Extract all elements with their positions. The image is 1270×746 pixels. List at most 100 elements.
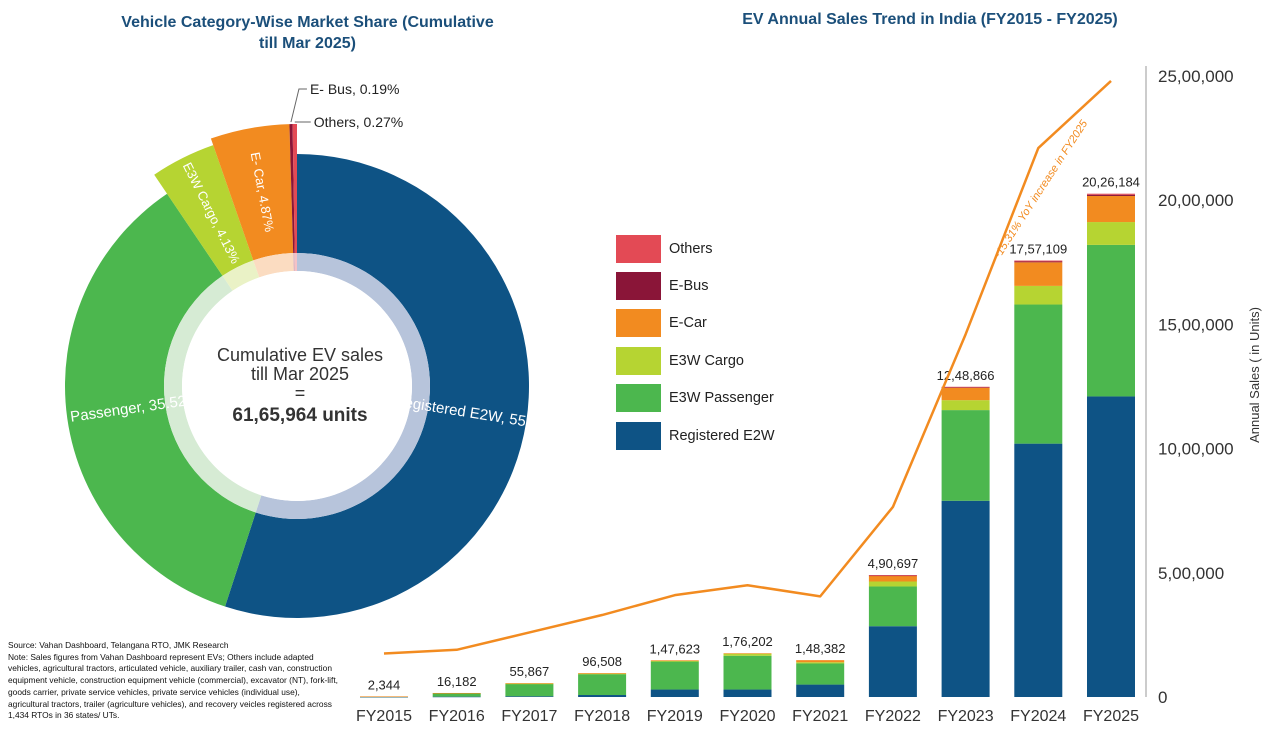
bar-total-label: 96,508 [582,654,622,669]
bar-segment-e-car [1087,195,1135,223]
bar-segment-e3w-passenger [1087,244,1135,397]
y-axis-label: Annual Sales ( in Units) [1247,307,1262,443]
bar-segment-e-car [360,696,408,698]
donut-inner-ring-e-bus [293,253,296,272]
y-tick-label: 25,00,000 [1158,67,1234,86]
bar-segment-others [1087,193,1135,195]
legend-label: E-Bus [669,278,709,295]
bar-segment-e3w-cargo [868,581,917,587]
x-tick-label: FY2016 [429,708,485,725]
y-tick-label: 10,00,000 [1158,440,1234,459]
bar-total-label: 1,48,382 [795,641,846,656]
note-text: Note: Sales figures from Vahan Dashboard… [8,651,339,721]
donut-slice-e-car [210,124,294,261]
bar-segment-e-bus [1014,261,1063,263]
donut-slice-e3w-passenger [64,193,256,607]
center-total-units: 61,65,964 units [232,405,368,426]
bar-segment-registered-e2w [360,696,408,698]
donut-slice-e-bus [289,124,295,254]
legend-swatch [616,421,661,450]
donut-slice-e3w-cargo [154,145,254,276]
bar-segment-e3w-cargo [578,673,627,675]
bar-segment-e-car [796,660,845,663]
source-text: Source: Vahan Dashboard, Telangana RTO, … [8,640,229,650]
legend-item-e-bus: E-Bus [616,267,775,304]
legend-swatch [616,346,661,375]
bar-segment-e-bus [1087,194,1135,196]
x-tick-label: FY2018 [574,708,630,725]
bar-segment-registered-e2w [505,696,554,697]
bar-segment-registered-e2w [1014,443,1063,697]
legend-item-others: Others [616,230,775,267]
donut-inner-ring-e-car [253,253,294,278]
legend-label: E3W Passenger [669,390,774,407]
center-line-3: = [294,383,306,403]
donut-slice-registered-e2w [225,154,529,618]
bar-segment-e3w-passenger [868,586,917,627]
x-tick-label: FY2017 [501,708,557,725]
x-tick-label: FY2022 [865,708,921,725]
bar-legend: Others E-Bus E-Car E3W Cargo E3W Passenger Re… [616,230,775,454]
bar-segment-e-car [941,387,990,401]
legend-item-e3w-cargo: E3W Cargo [616,342,775,379]
donut-inner-ring-e3w-passenger [164,275,262,513]
bar-segment-registered-e2w [578,695,627,697]
y-tick-label: 0 [1158,688,1167,707]
legend-item-registered-e2w: Registered E2W [616,417,775,454]
donut-slice-others [292,124,297,254]
x-tick-label: FY2021 [792,708,848,725]
bar-segment-e3w-passenger [796,663,845,685]
legend-swatch [616,384,661,413]
bar-segment-e3w-cargo [505,683,554,685]
bar-segment-registered-e2w [1087,396,1135,697]
bar-segment-e3w-cargo [796,662,845,664]
donut-hole [182,271,412,501]
bar-segment-e3w-passenger [723,655,772,690]
bar-segment-e3w-cargo [1087,222,1135,245]
bar-segment-e3w-passenger [578,674,627,696]
bar-total-label: 55,867 [510,664,550,679]
x-tick-label: FY2024 [1010,708,1066,725]
x-tick-label: FY2023 [938,708,994,725]
donut-chart-title: Vehicle Category-Wise Market Share (Cumu… [121,14,494,52]
x-tick-label: FY2020 [719,708,775,725]
bar-segment-registered-e2w [868,626,917,697]
bar-segment-others [868,575,917,576]
bar-segment-e-car [650,660,699,662]
bar-segment-e-car [432,692,481,694]
bar-segment-registered-e2w [432,696,481,698]
bar-chart-title: EV Annual Sales Trend in India (FY2015 -… [742,11,1118,28]
bar-segment-e3w-passenger [1014,304,1063,444]
y-tick-label: 20,00,000 [1158,191,1234,210]
bar-segment-e-car [578,673,627,674]
bar-segment-e-car [505,683,554,684]
bar-total-label: 20,26,184 [1082,175,1140,190]
callout-line-e-bus [290,88,307,123]
bar-segment-e3w-passenger [941,410,990,501]
bar-segment-e-car [1014,262,1063,286]
bar-segment-e3w-passenger [432,693,481,697]
trend-line [383,80,1112,655]
legend-label: Others [669,240,713,257]
bar-segment-e-car [723,653,772,654]
bar-total-label: 1,76,202 [722,634,773,649]
bar-segment-registered-e2w [723,689,772,697]
bar-segment-e3w-cargo [650,661,699,662]
legend-label: Registered E2W [669,427,775,444]
y-tick-label: 5,00,000 [1158,564,1224,583]
callout-label-e-bus: E- Bus, 0.19% [310,81,400,97]
bar-segment-e-car [868,575,917,582]
bar-segment-e3w-passenger [650,661,699,690]
center-line-2: till Mar 2025 [250,364,350,384]
legend-swatch [616,272,661,301]
bar-segment-e3w-cargo [941,400,990,411]
donut-center-text: Cumulative EV sales till Mar 2025 = 61,6… [180,346,420,426]
x-tick-label: FY2025 [1083,708,1139,725]
donut-inner-ring-e3w-cargo [222,260,260,291]
bar-total-label: 17,57,109 [1009,242,1067,257]
bar-segment-registered-e2w [796,684,845,697]
bar-total-label: 1,47,623 [649,641,700,656]
legend-label: E3W Cargo [669,352,744,369]
